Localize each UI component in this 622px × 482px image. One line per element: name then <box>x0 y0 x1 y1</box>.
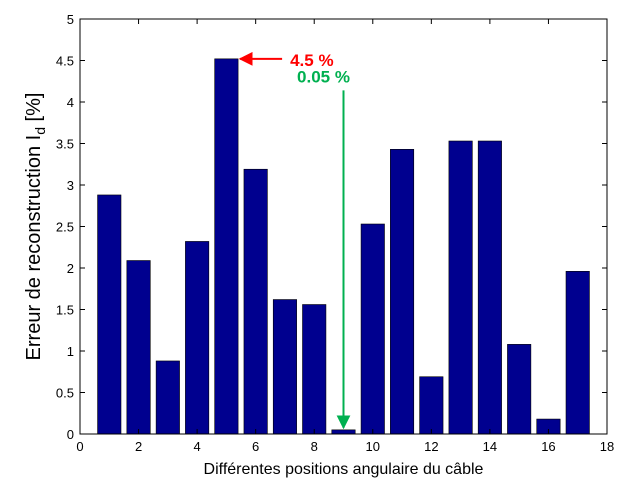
x-tick-label: 18 <box>600 439 614 454</box>
x-tick-label: 0 <box>76 439 83 454</box>
bar-12 <box>419 376 444 435</box>
y-tick-label: 1 <box>67 344 74 359</box>
x-tick-label: 6 <box>252 439 259 454</box>
bar-11 <box>390 149 415 435</box>
y-tick-label: 0.5 <box>56 386 74 401</box>
x-tick-label: 8 <box>311 439 318 454</box>
x-tick-label: 14 <box>483 439 497 454</box>
annotation-max-label: 4.5 % <box>290 51 333 70</box>
x-tick-label: 2 <box>135 439 142 454</box>
x-tick-label: 4 <box>193 439 200 454</box>
bar-1 <box>97 194 122 435</box>
y-axis-label-unit: [%] <box>23 93 45 127</box>
bar-4 <box>185 241 210 435</box>
y-tick-label: 5 <box>67 12 74 27</box>
y-tick-label: 1.5 <box>56 303 74 318</box>
x-tick-label: 16 <box>541 439 555 454</box>
y-tick-label: 3.5 <box>56 137 74 152</box>
x-tick-label: 10 <box>366 439 380 454</box>
y-tick-label: 0 <box>67 427 74 442</box>
x-axis-ticks: 0 2 4 6 8 10 12 14 16 18 <box>76 19 614 454</box>
bar-14 <box>477 140 502 435</box>
annotation-min-label: 0.05 % <box>297 67 350 86</box>
y-axis-label-main: Erreur de reconstruction I <box>23 135 45 361</box>
bar-13 <box>448 140 473 435</box>
bar-5 <box>214 58 239 435</box>
bar-9 <box>331 429 356 435</box>
annotations-group: 4.5 % 0.05 % <box>238 51 351 430</box>
bar-17 <box>565 271 590 435</box>
bar-8 <box>302 304 327 435</box>
bar-7 <box>272 299 297 435</box>
y-tick-label: 3 <box>67 178 74 193</box>
y-axis-label: Erreur de reconstruction Id [%] <box>23 93 48 361</box>
bar-3 <box>155 360 180 435</box>
bar-2 <box>126 260 151 435</box>
y-tick-label: 2.5 <box>56 220 74 235</box>
y-tick-label: 2 <box>67 261 74 276</box>
bars-group <box>97 58 590 435</box>
bar-15 <box>507 344 532 435</box>
y-axis-label-subscript: d <box>32 127 48 135</box>
x-tick-label: 12 <box>424 439 438 454</box>
bar-6 <box>243 168 268 435</box>
y-tick-label: 4.5 <box>56 54 74 69</box>
y-axis-ticks: 0 0.5 1 1.5 2 2.5 3 3.5 4 4.5 5 <box>56 12 607 442</box>
y-tick-label: 4 <box>67 95 74 110</box>
x-axis-label: Différentes positions angulaire du câble <box>204 461 484 478</box>
bar-10 <box>360 223 385 435</box>
